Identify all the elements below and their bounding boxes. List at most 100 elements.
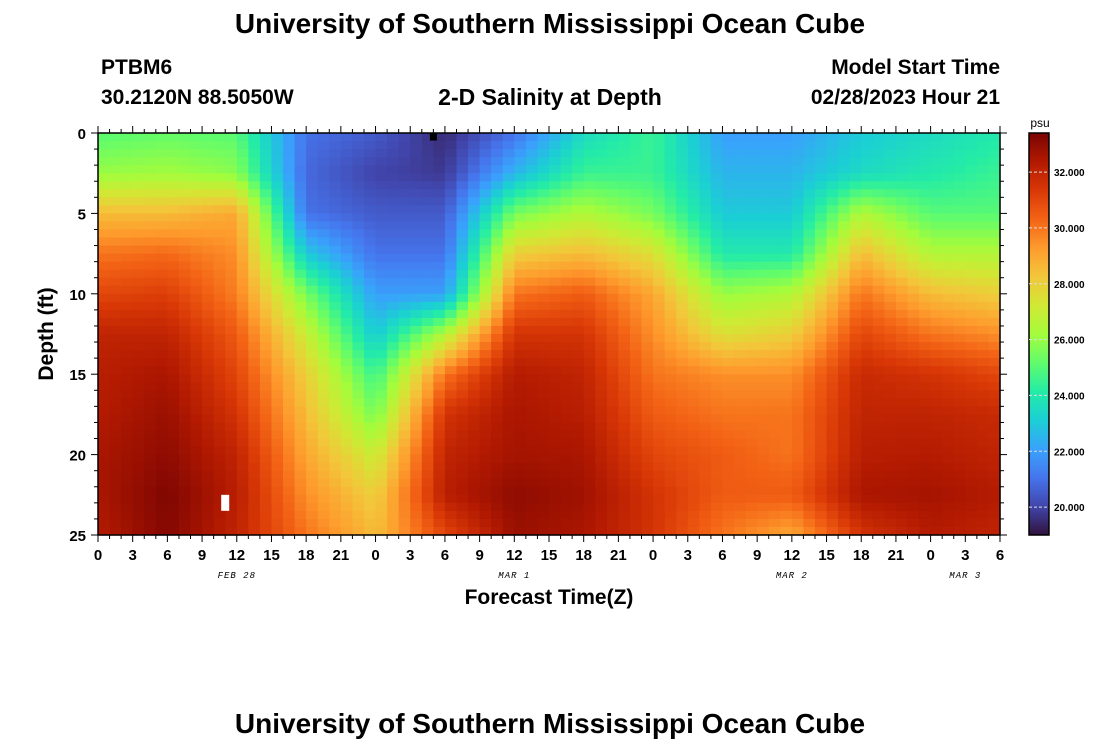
heatmap-cell xyxy=(988,189,1001,198)
heatmap-cell xyxy=(849,422,862,432)
heatmap-cell xyxy=(549,382,562,391)
heatmap-cell xyxy=(606,454,619,464)
heatmap-cell xyxy=(525,446,539,456)
heatmap-cell xyxy=(363,374,377,383)
heatmap-cell xyxy=(745,518,758,528)
heatmap-cell xyxy=(560,494,573,504)
heatmap-cell xyxy=(225,301,238,311)
x-tick-label: 15 xyxy=(541,547,558,564)
heatmap-cell xyxy=(895,261,909,271)
heatmap-cell xyxy=(583,197,596,206)
heatmap-cell xyxy=(653,510,666,520)
heatmap-cell xyxy=(259,157,273,166)
heatmap-cell xyxy=(190,462,203,472)
heatmap-cell xyxy=(375,165,388,174)
heatmap-cell xyxy=(861,518,874,528)
heatmap-cell xyxy=(780,486,793,496)
heatmap-cell xyxy=(560,470,573,480)
heatmap-cell xyxy=(872,309,885,319)
heatmap-cell xyxy=(340,350,354,359)
heatmap-cell xyxy=(791,317,805,327)
heatmap-cell xyxy=(410,205,423,214)
heatmap-cell xyxy=(398,293,411,303)
heatmap-cell xyxy=(734,229,747,239)
heatmap-cell xyxy=(352,462,365,472)
heatmap-cell xyxy=(687,141,700,150)
heatmap-cell xyxy=(479,454,492,464)
heatmap-cell xyxy=(653,213,666,223)
heatmap-cell xyxy=(525,181,539,190)
heatmap-cell xyxy=(213,133,226,142)
heatmap-cell xyxy=(340,213,354,223)
heatmap-cell xyxy=(537,301,550,311)
heatmap-cell xyxy=(965,261,978,271)
heatmap-cell xyxy=(710,253,724,263)
heatmap-cell xyxy=(525,510,539,520)
heatmap-cell xyxy=(676,382,689,391)
heatmap-cell xyxy=(618,237,631,247)
heatmap-cell xyxy=(953,462,966,472)
heatmap-cell xyxy=(363,422,377,432)
heatmap-cell xyxy=(884,382,897,391)
heatmap-cell xyxy=(953,470,966,480)
heatmap-cell xyxy=(791,309,805,319)
heatmap-cell xyxy=(502,285,515,295)
heatmap-cell xyxy=(121,406,134,415)
heatmap-cell xyxy=(791,213,805,223)
heatmap-cell xyxy=(329,269,342,279)
heatmap-cell xyxy=(306,502,319,512)
heatmap-cell xyxy=(398,358,411,367)
heatmap-cell xyxy=(595,502,608,512)
heatmap-cell xyxy=(618,277,631,287)
heatmap-cell xyxy=(202,398,215,407)
heatmap-cell xyxy=(780,181,793,190)
heatmap-cell xyxy=(919,366,932,375)
heatmap-cell xyxy=(178,374,192,383)
heatmap-cell xyxy=(271,277,284,287)
heatmap-cell xyxy=(664,173,677,182)
heatmap-cell xyxy=(398,526,411,536)
heatmap-cell xyxy=(583,325,596,335)
heatmap-cell xyxy=(433,261,446,271)
heatmap-cell xyxy=(109,430,122,440)
heatmap-cell xyxy=(271,438,284,448)
heatmap-cell xyxy=(664,301,677,311)
heatmap-cell xyxy=(259,438,273,448)
heatmap-cell xyxy=(884,181,897,190)
heatmap-cell xyxy=(895,462,909,472)
heatmap-cell xyxy=(872,173,885,182)
heatmap-cell xyxy=(722,422,735,432)
heatmap-cell xyxy=(132,374,145,383)
heatmap-cell xyxy=(421,165,434,174)
heatmap-cell xyxy=(259,245,273,255)
heatmap-cell xyxy=(976,414,990,424)
heatmap-cell xyxy=(641,374,654,383)
heatmap-cell xyxy=(121,526,134,536)
heatmap-cell xyxy=(225,510,238,520)
heatmap-cell xyxy=(121,334,134,343)
heatmap-cell xyxy=(965,406,978,415)
heatmap-cell xyxy=(178,253,192,263)
heatmap-cell xyxy=(595,414,608,424)
heatmap-cell xyxy=(583,245,596,255)
colorbar-tick-label: 32.000 xyxy=(1054,168,1085,179)
heatmap-cell xyxy=(687,269,700,279)
heatmap-cell xyxy=(734,342,747,351)
heatmap-cell xyxy=(895,406,909,415)
heatmap-cell xyxy=(826,253,839,263)
heatmap-cell xyxy=(294,133,307,142)
heatmap-cell xyxy=(433,197,446,206)
heatmap-cell xyxy=(572,309,585,319)
heatmap-cell xyxy=(178,197,192,206)
heatmap-cell xyxy=(988,197,1001,206)
heatmap-cell xyxy=(98,141,111,150)
heatmap-cell xyxy=(213,374,226,383)
heatmap-cell xyxy=(421,398,434,407)
heatmap-cell xyxy=(248,438,261,448)
heatmap-cell xyxy=(514,486,527,496)
heatmap-cell xyxy=(560,430,573,440)
heatmap-cell xyxy=(641,430,654,440)
heatmap-cell xyxy=(676,149,689,158)
heatmap-cell xyxy=(780,237,793,247)
heatmap-cell xyxy=(178,414,192,424)
